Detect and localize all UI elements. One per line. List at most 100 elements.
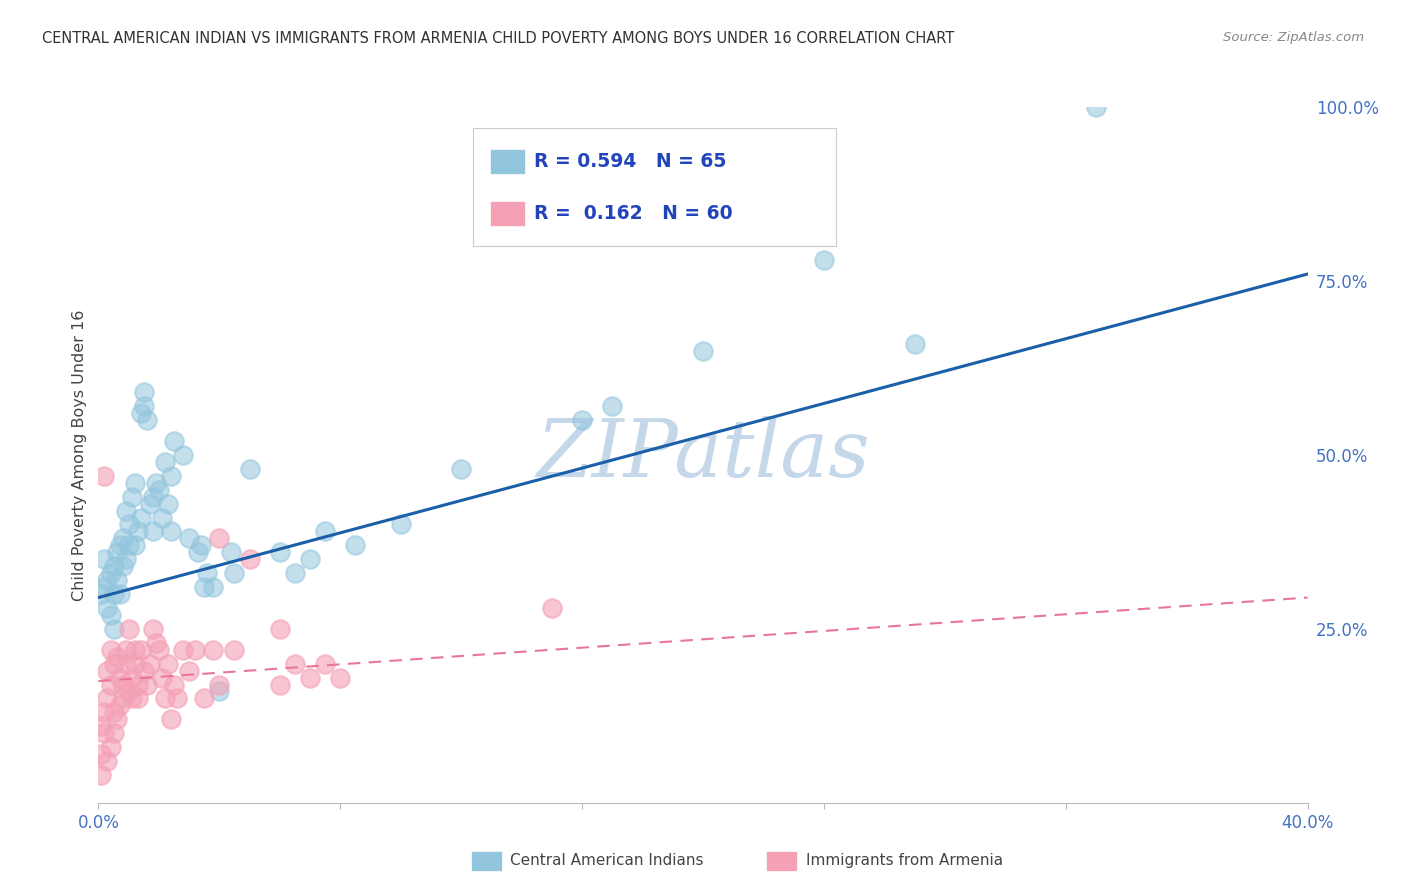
Point bbox=[571, 413, 593, 427]
Point bbox=[114, 657, 136, 671]
Point bbox=[239, 462, 262, 476]
Point bbox=[269, 622, 291, 636]
Point bbox=[208, 684, 231, 698]
Point bbox=[111, 691, 134, 706]
Point bbox=[100, 677, 122, 691]
Point bbox=[145, 475, 167, 490]
Point bbox=[208, 677, 231, 691]
Point bbox=[224, 642, 246, 657]
Point bbox=[450, 462, 472, 476]
Point bbox=[111, 677, 134, 691]
Point bbox=[314, 524, 336, 539]
Point bbox=[193, 580, 215, 594]
Point bbox=[121, 490, 143, 504]
Point bbox=[93, 706, 115, 720]
Point bbox=[129, 642, 152, 657]
Point bbox=[90, 587, 112, 601]
Point bbox=[118, 517, 141, 532]
Point bbox=[184, 642, 207, 657]
Point bbox=[148, 483, 170, 497]
Point bbox=[103, 559, 125, 574]
Point bbox=[100, 642, 122, 657]
Point bbox=[96, 573, 118, 587]
Text: R =  0.162   N = 60: R = 0.162 N = 60 bbox=[534, 203, 733, 223]
Point bbox=[96, 754, 118, 768]
Point bbox=[118, 622, 141, 636]
Point bbox=[1085, 100, 1108, 114]
Point bbox=[121, 691, 143, 706]
Point bbox=[179, 664, 201, 678]
Point bbox=[103, 622, 125, 636]
Point bbox=[602, 399, 624, 413]
Point bbox=[135, 413, 157, 427]
Point bbox=[813, 184, 835, 198]
Point bbox=[187, 545, 209, 559]
Text: Immigrants from Armenia: Immigrants from Armenia bbox=[806, 854, 1002, 868]
Point bbox=[121, 671, 143, 685]
Point bbox=[118, 538, 141, 552]
Point bbox=[813, 253, 835, 268]
Point bbox=[90, 719, 112, 733]
Point bbox=[127, 524, 149, 539]
Point bbox=[139, 497, 162, 511]
Point bbox=[93, 552, 115, 566]
Point bbox=[132, 399, 155, 413]
Point bbox=[129, 510, 152, 524]
Text: ZIPatlas: ZIPatlas bbox=[536, 417, 870, 493]
Point bbox=[221, 545, 243, 559]
Point bbox=[142, 524, 165, 539]
Point bbox=[172, 642, 194, 657]
Point bbox=[118, 684, 141, 698]
Point bbox=[100, 607, 122, 622]
Point bbox=[239, 552, 262, 566]
Point bbox=[172, 448, 194, 462]
Point bbox=[142, 490, 165, 504]
Point bbox=[114, 552, 136, 566]
Point bbox=[145, 636, 167, 650]
Point bbox=[224, 566, 246, 581]
Text: Source: ZipAtlas.com: Source: ZipAtlas.com bbox=[1223, 31, 1364, 45]
Point bbox=[90, 747, 112, 761]
Point bbox=[160, 524, 183, 539]
Text: Central American Indians: Central American Indians bbox=[510, 854, 704, 868]
Point bbox=[132, 385, 155, 400]
Point bbox=[96, 601, 118, 615]
Point bbox=[132, 664, 155, 678]
Text: CENTRAL AMERICAN INDIAN VS IMMIGRANTS FROM ARMENIA CHILD POVERTY AMONG BOYS UNDE: CENTRAL AMERICAN INDIAN VS IMMIGRANTS FR… bbox=[42, 31, 955, 46]
Point bbox=[108, 698, 131, 713]
Point bbox=[163, 677, 186, 691]
Point bbox=[540, 601, 562, 615]
Point bbox=[142, 622, 165, 636]
Point bbox=[299, 552, 322, 566]
Point bbox=[202, 580, 225, 594]
Point bbox=[105, 712, 128, 726]
Point bbox=[129, 406, 152, 420]
Point bbox=[269, 545, 291, 559]
Point bbox=[103, 706, 125, 720]
Point bbox=[153, 691, 176, 706]
Point bbox=[127, 677, 149, 691]
Text: R = 0.594   N = 65: R = 0.594 N = 65 bbox=[534, 152, 725, 170]
Point bbox=[329, 671, 352, 685]
Point bbox=[96, 691, 118, 706]
Point bbox=[124, 657, 146, 671]
Point bbox=[160, 712, 183, 726]
Point bbox=[193, 691, 215, 706]
Point bbox=[114, 642, 136, 657]
Point bbox=[105, 573, 128, 587]
Point bbox=[195, 566, 218, 581]
Point bbox=[103, 726, 125, 740]
Point bbox=[153, 455, 176, 469]
Point bbox=[163, 434, 186, 448]
Point bbox=[156, 657, 179, 671]
Point bbox=[93, 468, 115, 483]
Y-axis label: Child Poverty Among Boys Under 16: Child Poverty Among Boys Under 16 bbox=[72, 310, 87, 600]
Point bbox=[100, 566, 122, 581]
Point bbox=[108, 538, 131, 552]
Point bbox=[284, 657, 307, 671]
Point bbox=[166, 691, 188, 706]
Point bbox=[389, 517, 412, 532]
Point bbox=[124, 538, 146, 552]
Point bbox=[96, 664, 118, 678]
Point bbox=[105, 649, 128, 664]
